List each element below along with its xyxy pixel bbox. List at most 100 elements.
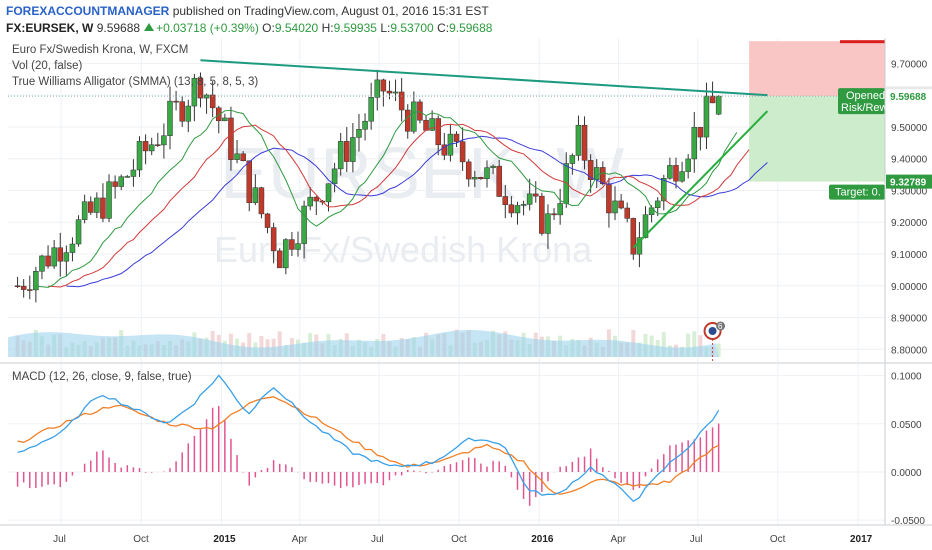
legend-macd: MACD (12, 26, close, 9, false, true) [12,371,192,383]
stop-price-badge-bg [886,174,932,189]
macd-tick-label: 0.0000 [891,468,922,479]
candle-up [33,271,39,291]
volume-ma-area [8,330,719,357]
candle-up [362,120,368,130]
candle-down [441,144,448,156]
candle-up [75,219,82,245]
candle-down [20,285,27,290]
candle-up [222,117,228,122]
close-value: 9.59688 [449,21,493,35]
candle-up [185,105,192,122]
time-tick-label: Jul [371,534,384,545]
last-price-badge: 9.59688 [890,92,927,103]
candle-down [630,218,637,255]
candle-down [618,200,624,209]
watermark-name: Euro Fx/Swedish Krona [214,229,593,270]
resistance-trendline [200,59,768,97]
candle-down [453,133,460,142]
candle-down [398,91,405,111]
candle-up [191,77,198,107]
volume-bar [277,331,282,357]
author-link[interactable]: FOREXACCOUNTMANAGER [6,4,170,18]
candle-down [45,255,51,267]
candle-down [478,177,484,180]
legend-volume: Vol (20, false) [12,60,83,72]
candle-up [374,79,381,98]
candle-up [325,183,332,203]
last-price: 9.59688 [96,21,141,35]
price-tick-label: 9.70000 [891,59,928,70]
symbol-label[interactable]: FX:EURSEK, W [6,21,94,35]
candle-down [386,90,393,94]
price-tick-label: 9.50000 [891,123,928,134]
target-badge [829,184,885,200]
candle-up [612,200,618,214]
open-label: O: [262,21,275,35]
candle-down [508,204,515,214]
candle-down [264,213,271,228]
volume-bar [259,335,264,357]
quote-line: FX:EURSEK, W 9.59688 +0.03718 (+0.39%) O:… [6,21,492,35]
candle-up [392,91,399,94]
volume-bar [716,343,721,357]
opened-badge [838,88,885,115]
candle-down [179,101,185,122]
macd-tick-label: 0.0500 [891,420,922,431]
time-tick-label: Apr [611,534,627,545]
low-label: L: [380,21,391,35]
alligator-lips-line [35,109,738,288]
stop-price-badge: 9.32789 [890,178,927,189]
candle-up [301,205,307,244]
stop-marker [840,40,885,44]
candle-down [459,141,466,163]
candle-up [715,95,722,115]
candle-down [417,101,423,121]
time-tick-label: 2015 [213,534,236,545]
watermark-symbol: EURSEK, W [220,134,624,214]
price-tick-label: 9.20000 [891,218,928,229]
time-tick-label: Oct [451,534,467,545]
price-tick-label: 9.00000 [891,282,928,293]
candle-down [697,127,704,138]
candle-up [337,141,344,170]
candle-up [307,196,313,207]
candle-down [551,213,557,216]
candle-down [289,239,295,250]
price-tick-label: 8.80000 [891,345,928,356]
candle-up [526,193,533,205]
candle-down [27,289,33,291]
support-trendline [632,110,769,249]
candle-up [490,165,496,168]
candle-down [435,118,441,146]
candle-up [148,144,155,152]
candle-up [411,101,417,132]
candle-down [404,109,411,132]
loss-zone [749,41,885,97]
candle-down [142,141,149,152]
candle-up [691,127,698,160]
candle-down [228,117,234,160]
close-label: C: [437,21,450,35]
time-tick-label: Oct [133,534,149,545]
candle-up [252,187,259,203]
candle-up [484,167,490,180]
candle-down [344,141,350,162]
time-tick-label: 2017 [850,534,873,545]
candle-up [661,178,667,202]
candle-up [350,137,356,162]
candle-down [240,153,246,162]
time-tick-label: Jul [53,534,66,545]
legend-title: Euro Fx/Swedish Krona, W, FXCM [12,44,189,56]
time-tick-label: Jul [690,534,703,545]
candle-down [673,165,679,182]
candle-up [545,213,551,234]
open-value: 9.54020 [274,21,319,35]
macd-line [17,374,720,503]
candle-down [502,196,509,205]
event-badge-core [708,327,717,335]
candle-up [130,169,137,177]
volume-bar [661,331,666,357]
event-count: 6 [718,322,723,331]
candle-down [533,193,539,197]
